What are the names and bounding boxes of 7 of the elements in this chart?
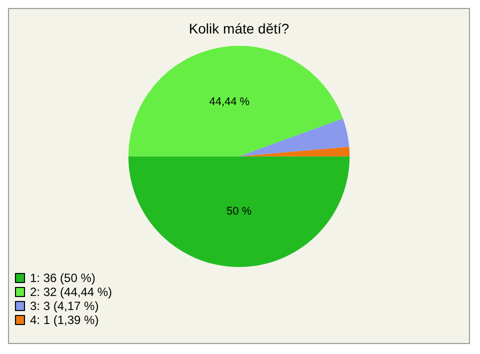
legend-label: 3: 3 (4,17 %) <box>30 299 99 313</box>
legend-label: 2: 32 (44,44 %) <box>30 285 112 299</box>
data-label: 50 % <box>226 206 252 218</box>
chart-title: Kolik máte dětí? <box>188 20 290 36</box>
legend-label: 4: 1 (1,39 %) <box>30 313 99 327</box>
legend-label: 1: 36 (50 %) <box>30 271 96 285</box>
data-label: 44,44 % <box>209 96 250 108</box>
